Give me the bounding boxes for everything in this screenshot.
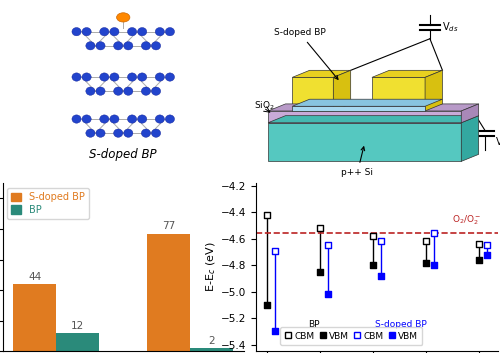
Ellipse shape [96, 129, 105, 137]
Polygon shape [372, 70, 442, 77]
Polygon shape [425, 70, 442, 111]
Text: p++ Si: p++ Si [342, 147, 374, 177]
Ellipse shape [128, 73, 136, 81]
Polygon shape [268, 111, 462, 123]
Bar [148, 234, 190, 351]
Y-axis label: E-E$_c$ (eV): E-E$_c$ (eV) [204, 242, 218, 293]
Ellipse shape [138, 115, 147, 123]
Ellipse shape [96, 87, 105, 95]
Text: 2: 2 [208, 336, 215, 346]
Polygon shape [268, 104, 478, 111]
Ellipse shape [114, 87, 123, 95]
Text: V$_{ds}$: V$_{ds}$ [442, 20, 458, 34]
Ellipse shape [155, 28, 164, 36]
Text: S-doped BP: S-doped BP [90, 148, 157, 161]
Polygon shape [268, 116, 478, 123]
Ellipse shape [110, 115, 119, 123]
Bar [190, 348, 233, 351]
Ellipse shape [124, 129, 133, 137]
Bar [14, 284, 56, 351]
Point [430, 262, 438, 268]
Ellipse shape [142, 42, 150, 50]
Text: O$_2$/O$_2^-$: O$_2$/O$_2^-$ [452, 213, 481, 227]
Point [422, 260, 430, 265]
Point [271, 248, 279, 253]
Ellipse shape [155, 115, 164, 123]
Text: 12: 12 [71, 321, 85, 331]
Ellipse shape [152, 87, 160, 95]
Ellipse shape [96, 42, 105, 50]
Ellipse shape [166, 115, 174, 123]
Point [422, 239, 430, 244]
Ellipse shape [166, 73, 174, 81]
Ellipse shape [152, 129, 160, 137]
Point [474, 257, 482, 263]
Point [271, 329, 279, 334]
Ellipse shape [114, 129, 123, 137]
Bar [56, 333, 99, 351]
Ellipse shape [72, 115, 81, 123]
Ellipse shape [124, 87, 133, 95]
Ellipse shape [155, 73, 164, 81]
Ellipse shape [142, 87, 150, 95]
Ellipse shape [100, 73, 109, 81]
Polygon shape [268, 123, 462, 161]
Point [474, 241, 482, 247]
Polygon shape [462, 104, 478, 123]
Ellipse shape [128, 115, 136, 123]
Ellipse shape [72, 28, 81, 36]
Polygon shape [292, 106, 425, 111]
Ellipse shape [110, 73, 119, 81]
Text: 77: 77 [162, 221, 175, 231]
Legend: S-doped BP, BP: S-doped BP, BP [8, 188, 88, 219]
Ellipse shape [138, 73, 147, 81]
Ellipse shape [82, 115, 91, 123]
Ellipse shape [110, 28, 119, 36]
Point [316, 269, 324, 275]
Polygon shape [292, 70, 350, 77]
Text: BP: BP [308, 321, 320, 329]
Ellipse shape [86, 42, 95, 50]
Point [482, 252, 490, 257]
Ellipse shape [116, 13, 130, 22]
Ellipse shape [166, 28, 174, 36]
Legend: CBM, VBM, CBM, VBM: CBM, VBM, CBM, VBM [280, 327, 422, 345]
Polygon shape [462, 116, 478, 161]
Ellipse shape [124, 42, 133, 50]
Text: S-doped BP: S-doped BP [375, 321, 427, 329]
Ellipse shape [114, 42, 123, 50]
Ellipse shape [72, 73, 81, 81]
Ellipse shape [100, 28, 109, 36]
Polygon shape [292, 99, 442, 106]
Point [376, 239, 384, 244]
Ellipse shape [86, 129, 95, 137]
Point [430, 231, 438, 236]
Point [369, 262, 377, 268]
Ellipse shape [138, 28, 147, 36]
Point [324, 243, 332, 248]
Point [376, 273, 384, 279]
Point [482, 243, 490, 248]
Ellipse shape [82, 73, 91, 81]
Text: S-doped BP: S-doped BP [274, 28, 338, 79]
Point [324, 292, 332, 297]
Ellipse shape [128, 28, 136, 36]
Ellipse shape [86, 87, 95, 95]
Polygon shape [372, 77, 425, 111]
Point [263, 212, 271, 218]
Polygon shape [292, 77, 334, 111]
Text: V$_g$: V$_g$ [495, 136, 500, 150]
Text: SiO$_2$: SiO$_2$ [254, 100, 274, 112]
Ellipse shape [100, 115, 109, 123]
Ellipse shape [142, 129, 150, 137]
Ellipse shape [152, 42, 160, 50]
Point [369, 233, 377, 239]
Polygon shape [334, 70, 350, 111]
Point [263, 302, 271, 308]
Ellipse shape [82, 28, 91, 36]
Point [316, 225, 324, 231]
Text: 44: 44 [28, 272, 42, 282]
